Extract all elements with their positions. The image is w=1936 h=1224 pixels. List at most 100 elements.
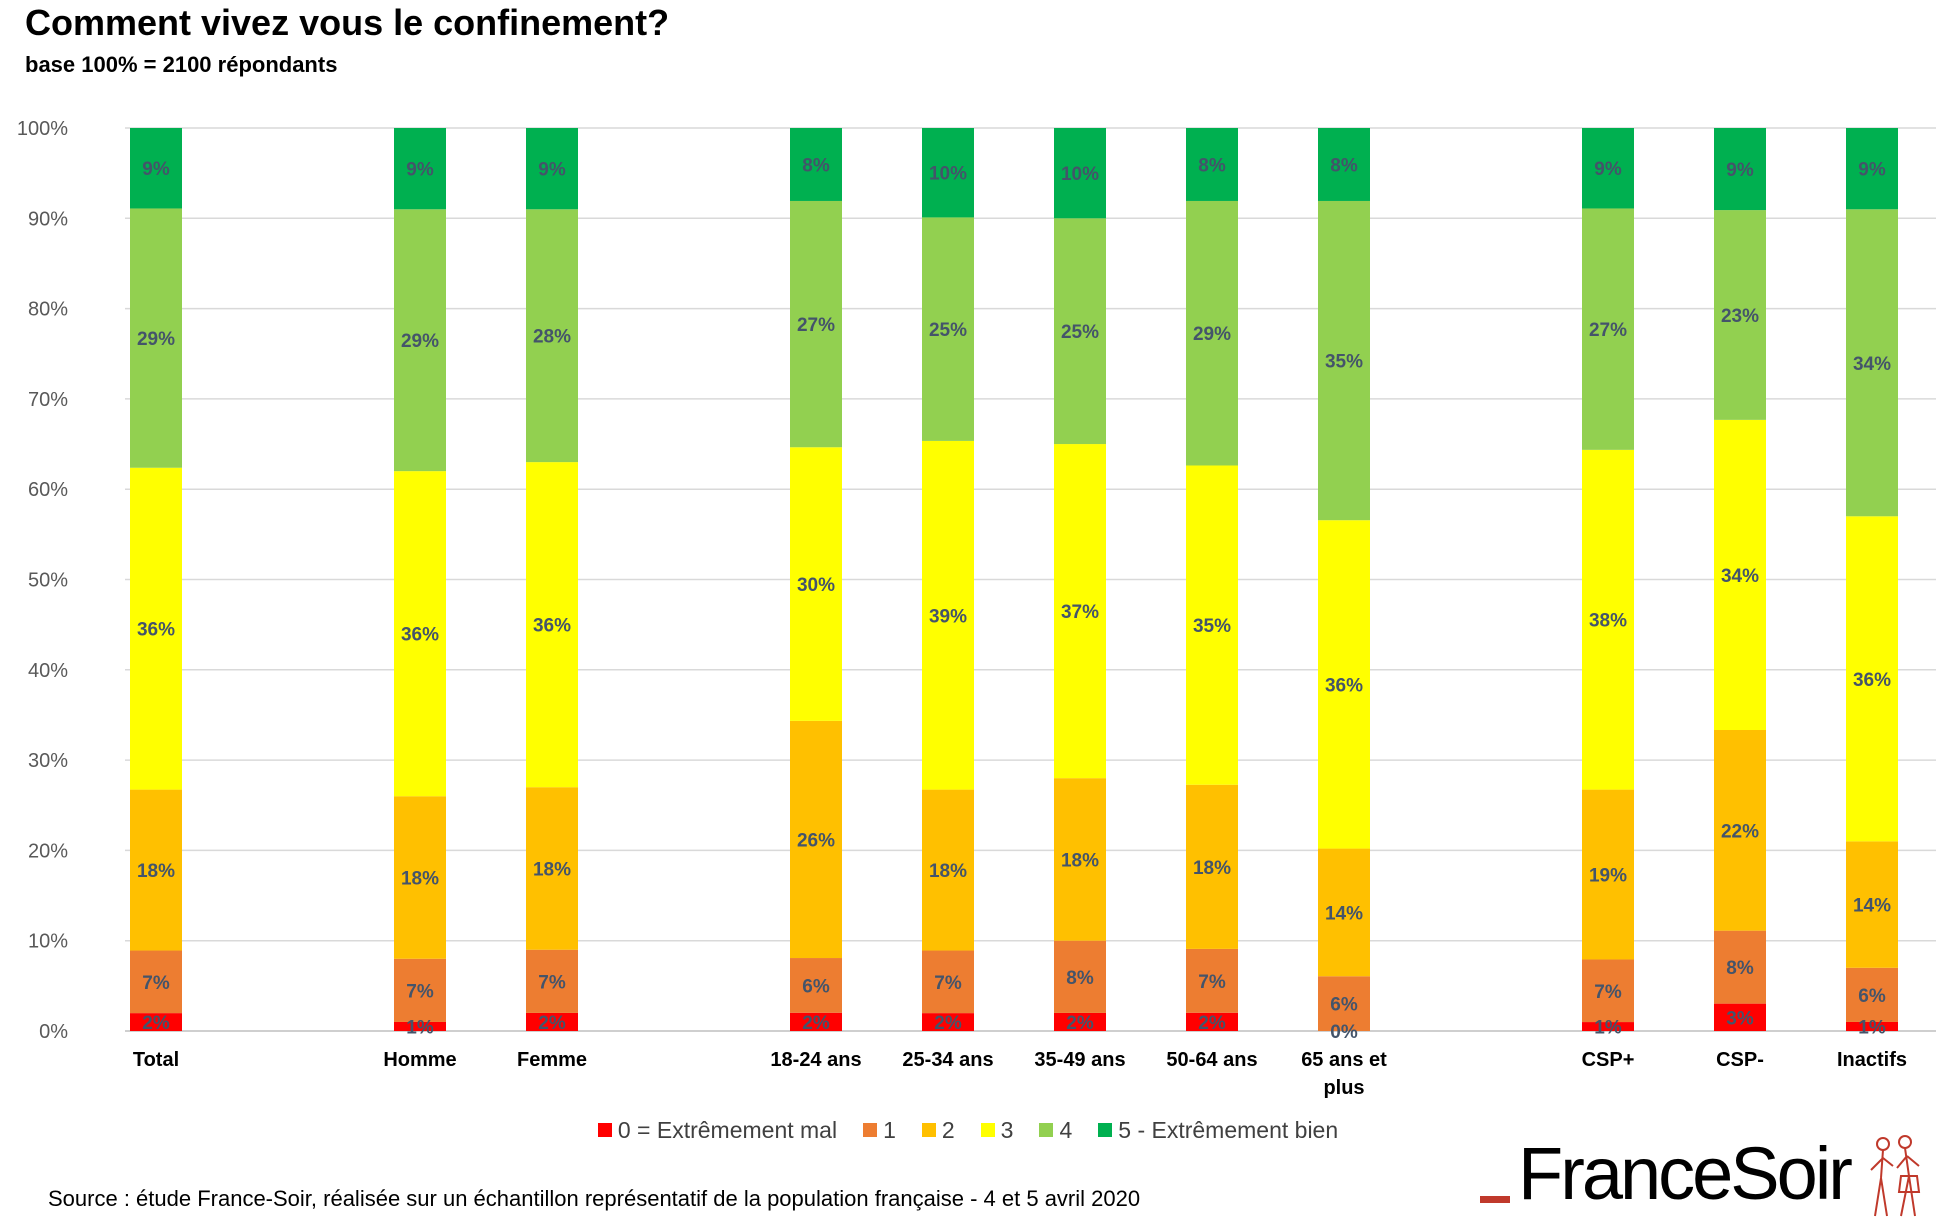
data-label: 25% (929, 320, 967, 341)
legend-label: 4 (1059, 1116, 1073, 1143)
legend-label: 2 (941, 1116, 955, 1143)
legend-swatch (597, 1123, 612, 1137)
bar-segment (394, 958, 446, 1022)
bar-segment (1846, 841, 1898, 968)
data-label: 9% (1858, 160, 1886, 181)
francesoir-logo: FranceSoir (1480, 1130, 1930, 1220)
bar-segment (394, 1021, 446, 1031)
data-label: 9% (1726, 160, 1754, 181)
data-label: 0% (1330, 1022, 1358, 1043)
bar-segment (922, 440, 974, 790)
data-label: 38% (1589, 611, 1627, 632)
x-tick-label: Femme (517, 1049, 587, 1071)
bar-segment (1582, 449, 1634, 790)
bar-segment (1054, 940, 1106, 1013)
bar-segment (1186, 1012, 1238, 1031)
bar-segment (1582, 789, 1634, 960)
data-label: 34% (1853, 354, 1891, 375)
bar-segment (1054, 778, 1106, 941)
x-tick-label: 25-34 ans (902, 1049, 993, 1071)
data-label: 3% (1726, 1008, 1754, 1029)
bar-segment (526, 209, 578, 463)
data-label: 36% (533, 616, 571, 637)
y-tick-label: 90% (28, 208, 68, 230)
y-tick-label: 10% (28, 931, 68, 953)
data-label: 19% (1589, 866, 1627, 887)
legend-swatch (863, 1123, 878, 1137)
y-tick-label: 100% (17, 118, 68, 140)
bar-segment (394, 471, 446, 797)
data-label: 9% (406, 160, 434, 181)
bar-segment (1714, 1003, 1766, 1031)
legend-label: 3 (1000, 1116, 1014, 1143)
data-label: 2% (1198, 1013, 1226, 1034)
data-label: 8% (802, 155, 830, 176)
data-label: 6% (802, 976, 830, 997)
data-label: 36% (137, 620, 175, 641)
bar-segment (1582, 1022, 1634, 1031)
data-label: 18% (533, 859, 571, 880)
data-label: 9% (142, 159, 170, 180)
bar-segment (1846, 128, 1898, 210)
bar-segment (922, 128, 974, 218)
bar-segment (1186, 948, 1238, 1013)
legend-swatch (1039, 1123, 1054, 1137)
data-label: 8% (1726, 958, 1754, 979)
x-tick-label: Inactifs (1837, 1049, 1907, 1071)
data-label: 29% (401, 331, 439, 352)
bar-segment (526, 949, 578, 1013)
data-label: 18% (1061, 850, 1099, 871)
bar-segment (1318, 200, 1370, 521)
data-label: 8% (1330, 155, 1358, 176)
data-label: 7% (406, 981, 434, 1002)
data-label: 36% (1325, 675, 1363, 696)
bar-segment (790, 200, 842, 448)
data-label: 7% (538, 972, 566, 993)
stacked-bar-chart: 0% 10% 20% 30% 40% 50% 60% 70% 80% 90% 100% 2% 7% 18… (17, 118, 1936, 1099)
legend-swatch (980, 1123, 995, 1137)
data-label: 18% (137, 861, 175, 882)
x-tick-label: CSP- (1716, 1049, 1764, 1071)
bar-segment (526, 462, 578, 788)
bar-segment (922, 950, 974, 1014)
bar-segment (130, 1013, 182, 1031)
x-tick-label: Homme (383, 1049, 456, 1071)
data-label: 36% (401, 625, 439, 646)
data-label: 1% (1858, 1017, 1886, 1038)
bar-segment (1846, 209, 1898, 517)
bar-segment (1714, 128, 1766, 211)
data-label: 9% (538, 160, 566, 181)
bar-segment (790, 447, 842, 721)
data-label: 23% (1721, 306, 1759, 327)
data-label: 7% (142, 973, 170, 994)
data-label: 1% (1594, 1018, 1622, 1039)
data-label: 2% (934, 1013, 962, 1034)
logo-figures-icon (1870, 1135, 1921, 1217)
bar-segment (1318, 520, 1370, 849)
data-label: 26% (797, 830, 835, 851)
data-label: 27% (797, 315, 835, 336)
x-tick-label: CSP+ (1582, 1049, 1635, 1071)
data-label: 27% (1589, 320, 1627, 341)
bar-segment (1054, 1012, 1106, 1031)
data-label: 30% (797, 575, 835, 596)
bar-segment (790, 128, 842, 201)
x-tick-label: 65 ans et plus (1301, 1049, 1387, 1099)
data-label: 2% (1066, 1013, 1094, 1034)
bar-segment (1318, 128, 1370, 201)
y-tick-label: 70% (28, 389, 68, 411)
bar-segment (1846, 967, 1898, 1022)
bar-segment (1186, 200, 1238, 466)
bar-segment (1318, 848, 1370, 977)
data-label: 2% (538, 1013, 566, 1034)
bar-segment (130, 128, 182, 209)
bar-segment (1846, 516, 1898, 842)
bar-segment (1186, 784, 1238, 949)
legend-item: 5 - Extrêmement bien (1098, 1117, 1338, 1144)
x-axis-tick-labels: Total Homme Femme 18-24 ans 25-34 ans 35-49 a… (133, 1049, 1907, 1099)
y-tick-label: 60% (28, 479, 68, 501)
y-tick-label: 0% (39, 1021, 68, 1043)
bar-segment (394, 796, 446, 959)
legend-item: 1 (863, 1117, 896, 1144)
legend-item: 4 (1039, 1117, 1072, 1144)
